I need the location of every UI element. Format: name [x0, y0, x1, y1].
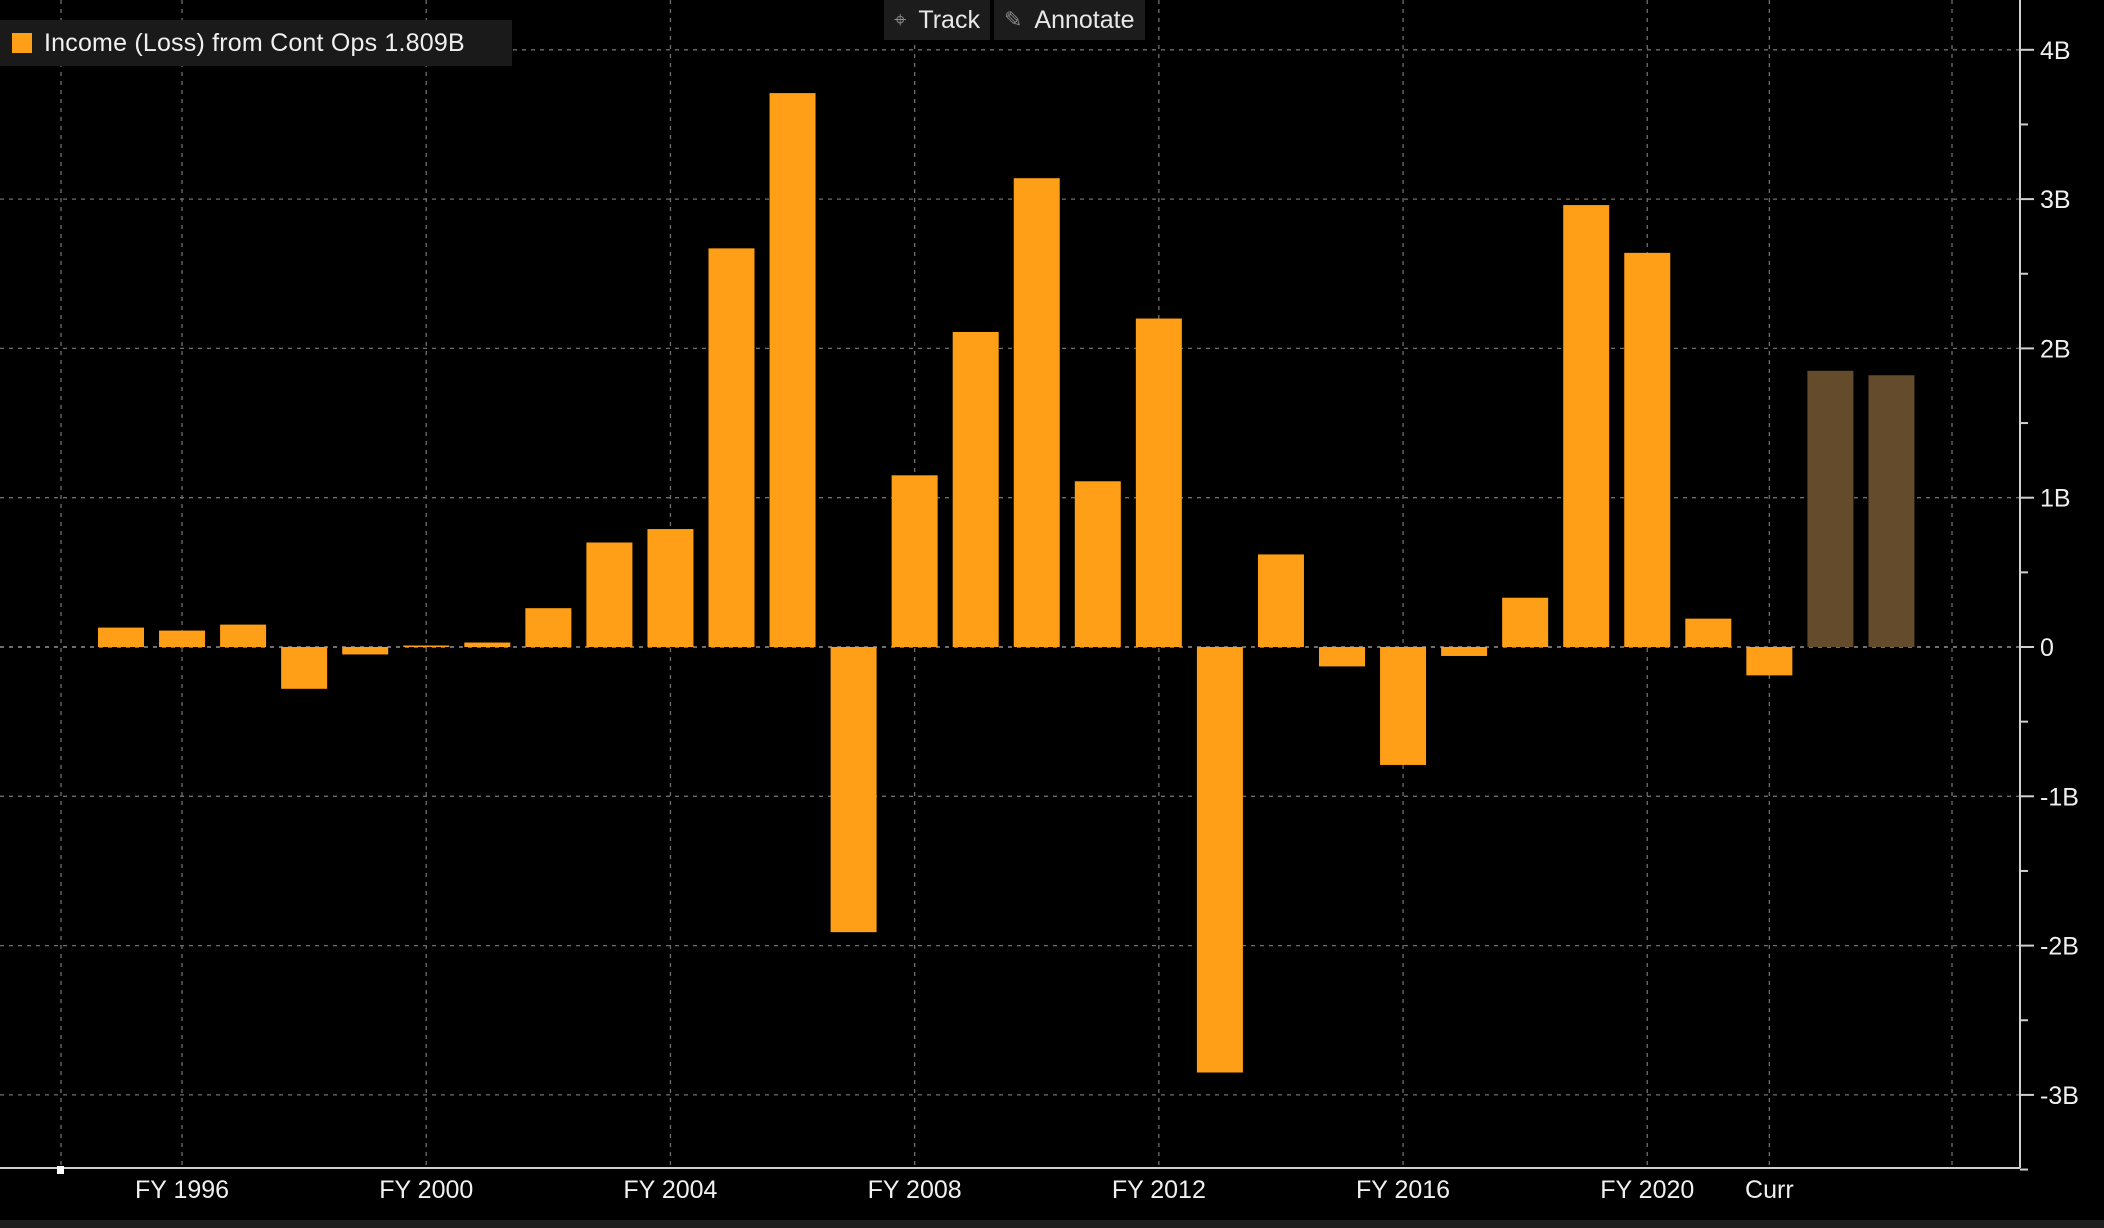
y-tick-label: -3B [2040, 1082, 2079, 1110]
bar-2007 [830, 647, 877, 933]
y-tick-label: -1B [2040, 783, 2079, 811]
bar-2008 [891, 475, 938, 647]
track-button[interactable]: ⌖ Track [884, 0, 990, 40]
x-tick-label: FY 2020 [1600, 1176, 1694, 1204]
bar-2017 [1441, 647, 1488, 656]
bar-2020 [1624, 252, 1671, 647]
y-tick-label: 3B [2040, 186, 2071, 214]
legend-label: Income (Loss) from Cont Ops 1.809B [44, 28, 465, 57]
x-tick-label: FY 2004 [623, 1176, 717, 1204]
track-label: Track [918, 5, 980, 34]
bar-2005 [708, 248, 755, 647]
x-tick-label: FY 2012 [1112, 1176, 1206, 1204]
x-axis-marker [57, 1166, 64, 1174]
y-tick-label: 4B [2040, 37, 2071, 65]
bar-1999 [342, 647, 389, 655]
x-tick-label: FY 1996 [135, 1176, 229, 1204]
bar-2021 [1685, 618, 1732, 647]
bar-2009 [952, 331, 999, 647]
bar-2013 [1196, 647, 1243, 1073]
bar-1998 [281, 647, 328, 689]
bar-2002 [525, 608, 572, 647]
bar-2000 [403, 645, 450, 647]
bar-1997 [220, 624, 267, 647]
bar-2011 [1074, 481, 1121, 647]
bar-2024 [1868, 375, 1915, 647]
bar-1996 [159, 630, 206, 647]
bar-2006 [769, 93, 816, 648]
annotate-label: Annotate [1034, 5, 1135, 34]
y-tick-label: 0 [2040, 634, 2054, 662]
crosshair-icon: ⌖ [894, 7, 907, 32]
bar-2004 [647, 529, 694, 647]
legend-swatch [12, 33, 32, 53]
bar-2015 [1319, 647, 1365, 667]
y-tick-label: 1B [2040, 485, 2071, 513]
bar-1995 [98, 627, 144, 647]
y-tick-label: -2B [2040, 933, 2079, 961]
bar-2014 [1257, 554, 1304, 647]
annotate-button[interactable]: ✎ Annotate [993, 0, 1145, 40]
x-tick-label: FY 2000 [379, 1176, 473, 1204]
bar-2016 [1380, 647, 1427, 765]
bar-2022 [1746, 647, 1793, 676]
x-tick-label: FY 2016 [1356, 1176, 1450, 1204]
bar-2001 [464, 642, 511, 647]
footer-strip [0, 1220, 2104, 1228]
bar-2019 [1563, 205, 1610, 647]
pencil-icon: ✎ [1003, 7, 1023, 32]
chart-toolbar: ⌖ Track ✎ Annotate [884, 0, 1145, 40]
bar-2010 [1013, 178, 1060, 647]
x-tick-label: FY 2008 [868, 1176, 962, 1204]
y-tick-label: 2B [2040, 335, 2071, 363]
chart-legend: Income (Loss) from Cont Ops 1.809B [0, 20, 512, 66]
bar-2003 [586, 542, 633, 647]
bar-2012 [1135, 318, 1182, 647]
x-tick-label: Curr [1745, 1176, 1794, 1204]
bar-2018 [1502, 597, 1549, 647]
bar-2023 [1807, 370, 1854, 647]
